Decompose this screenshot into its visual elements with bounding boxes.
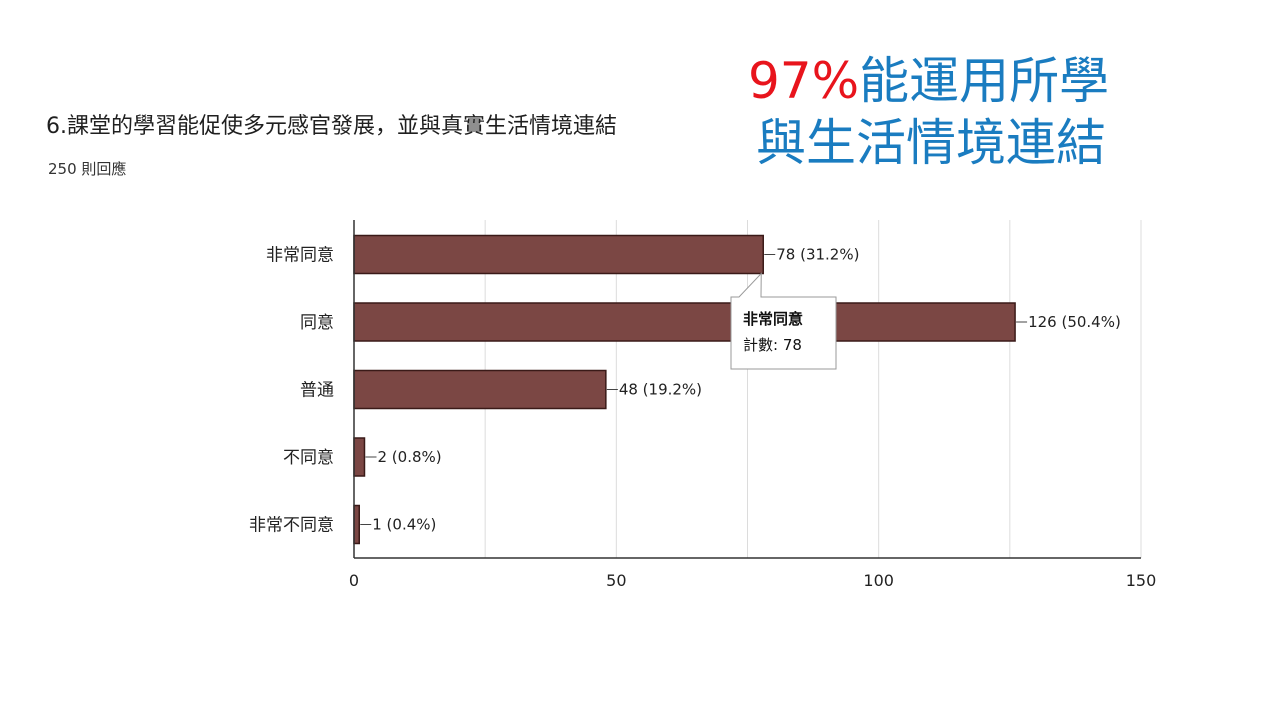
bar (353, 437, 366, 477)
value-label: 126 (50.4%) (1028, 313, 1121, 331)
headline-callout: 97%能運用所學 與生活情境連結 (748, 50, 1228, 174)
chart-grid (484, 220, 1142, 558)
category-label: 不同意 (283, 448, 334, 468)
x-tick-label: 0 (349, 571, 359, 590)
value-label: 1 (0.4%) (372, 516, 436, 534)
bar (353, 234, 764, 275)
chart-bars: 78 (31.2%) 126 (50.4%) 48 (19.2%) 2 (0.8%) 1… (353, 234, 1121, 545)
headline-line2: 與生活情境連結 (756, 114, 1106, 172)
tooltip-box (730, 272, 837, 370)
value-label: 78 (31.2%) (776, 246, 859, 264)
value-label: 48 (19.2%) (619, 381, 702, 399)
bar (353, 302, 1016, 342)
headline-percent: 97% (748, 52, 860, 110)
question-title: 6.課堂的學習能促使多元感官發展，並與真實生活情境連結 (46, 114, 617, 139)
x-tick-label: 150 (1126, 571, 1157, 590)
headline-line1: 能運用所學 (859, 52, 1110, 110)
tooltip-title: 非常同意 (743, 310, 803, 328)
bar (353, 504, 360, 545)
category-label: 非常同意 (266, 246, 334, 266)
category-label: 非常不同意 (249, 516, 334, 536)
x-tick-label: 100 (863, 571, 894, 590)
tooltip-count: 計數: 78 (743, 336, 802, 354)
value-label: 2 (0.8%) (377, 448, 441, 466)
response-count: 250 則回應 (48, 160, 127, 178)
category-label: 同意 (300, 313, 334, 333)
category-label: 普通 (300, 381, 334, 401)
bar (353, 369, 607, 410)
x-tick-label: 50 (606, 571, 626, 590)
